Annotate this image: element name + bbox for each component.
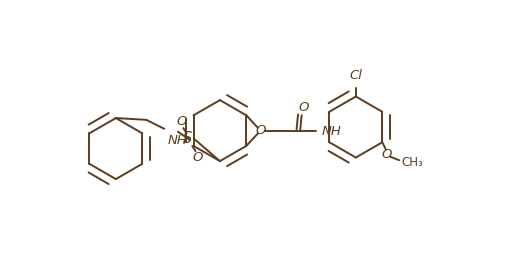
Text: S: S [183, 131, 192, 146]
Text: NH: NH [167, 134, 187, 147]
Text: O: O [299, 101, 309, 114]
Text: CH₃: CH₃ [401, 156, 423, 169]
Text: O: O [192, 151, 203, 164]
Text: NH: NH [322, 125, 341, 138]
Text: O: O [176, 115, 187, 128]
Text: Cl: Cl [349, 69, 362, 82]
Text: O: O [256, 124, 266, 137]
Text: O: O [381, 148, 392, 161]
